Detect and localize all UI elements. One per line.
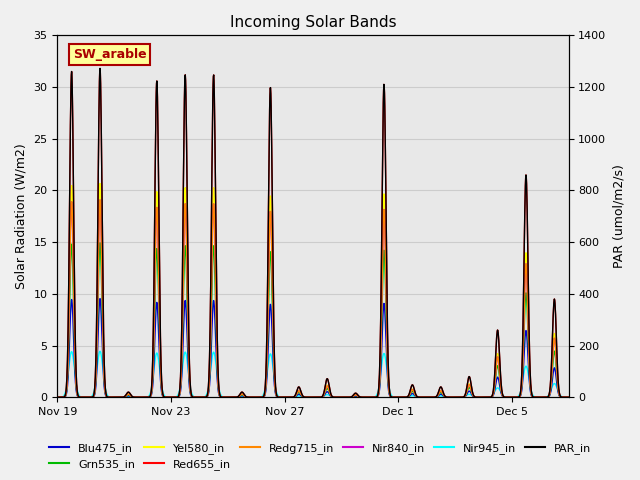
- Text: SW_arable: SW_arable: [73, 48, 147, 61]
- Y-axis label: PAR (umol/m2/s): PAR (umol/m2/s): [612, 164, 625, 268]
- Legend: Blu475_in, Grn535_in, Yel580_in, Red655_in, Redg715_in, Nir840_in, Nir945_in, PA: Blu475_in, Grn535_in, Yel580_in, Red655_…: [45, 438, 595, 474]
- Y-axis label: Solar Radiation (W/m2): Solar Radiation (W/m2): [15, 144, 28, 289]
- Title: Incoming Solar Bands: Incoming Solar Bands: [230, 15, 396, 30]
